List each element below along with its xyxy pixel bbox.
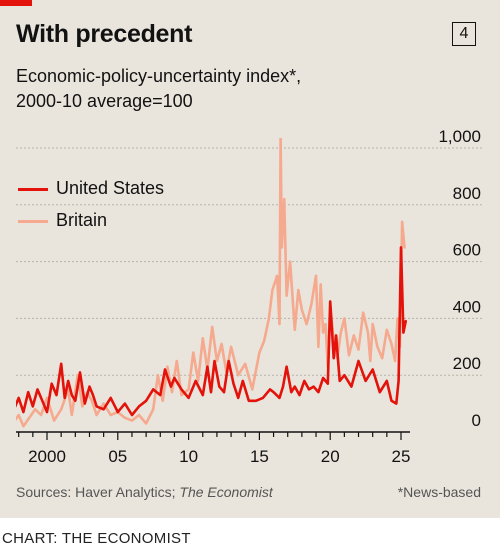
y-tick-label-1000: 1,000: [438, 127, 481, 146]
legend-swatch-united-states: [18, 188, 48, 191]
source-prefix: Sources: Haver Analytics;: [16, 484, 180, 500]
legend-swatch-britain: [18, 220, 48, 223]
legend-label-united-states: United States: [56, 178, 165, 198]
y-tick-label-800: 800: [453, 184, 481, 203]
brand-red-bar: [0, 0, 32, 6]
x-tick-label-2000: 2000: [28, 447, 66, 466]
chart-credit: CHART: THE ECONOMIST: [2, 530, 191, 547]
legend-label-britain: Britain: [56, 210, 108, 230]
y-tick-label-600: 600: [453, 241, 481, 260]
x-tick-label-2020: 20: [321, 447, 340, 466]
y-tick-label-400: 400: [453, 297, 481, 316]
source-note: Sources: Haver Analytics; The Economist: [16, 484, 273, 500]
footnote: *News-based: [397, 484, 481, 500]
line-chart: 0 200 400 600 800 1,000 2000 05 10 15 20 25: [16, 127, 482, 466]
chart-title: With precedent: [16, 20, 193, 48]
x-tick-label-2010: 10: [179, 447, 198, 466]
y-tick-label-200: 200: [453, 354, 481, 373]
chart-number-badge: 4: [452, 22, 476, 46]
series-line-united-states: [16, 246, 408, 417]
x-tick-label-2015: 15: [250, 447, 269, 466]
x-tick-label-2025: 25: [392, 447, 411, 466]
y-tick-label-0: 0: [472, 411, 481, 430]
subtitle-line-1: Economic-policy-uncertainty index*,: [16, 66, 302, 86]
subtitle-line-2: 2000-10 average=100: [16, 91, 193, 111]
source-italic: The Economist: [179, 484, 273, 500]
x-tick-label-2005: 05: [108, 447, 127, 466]
series-line-britain: [16, 138, 406, 428]
chart-subtitle: Economic-policy-uncertainty index*, 2000…: [16, 64, 301, 114]
